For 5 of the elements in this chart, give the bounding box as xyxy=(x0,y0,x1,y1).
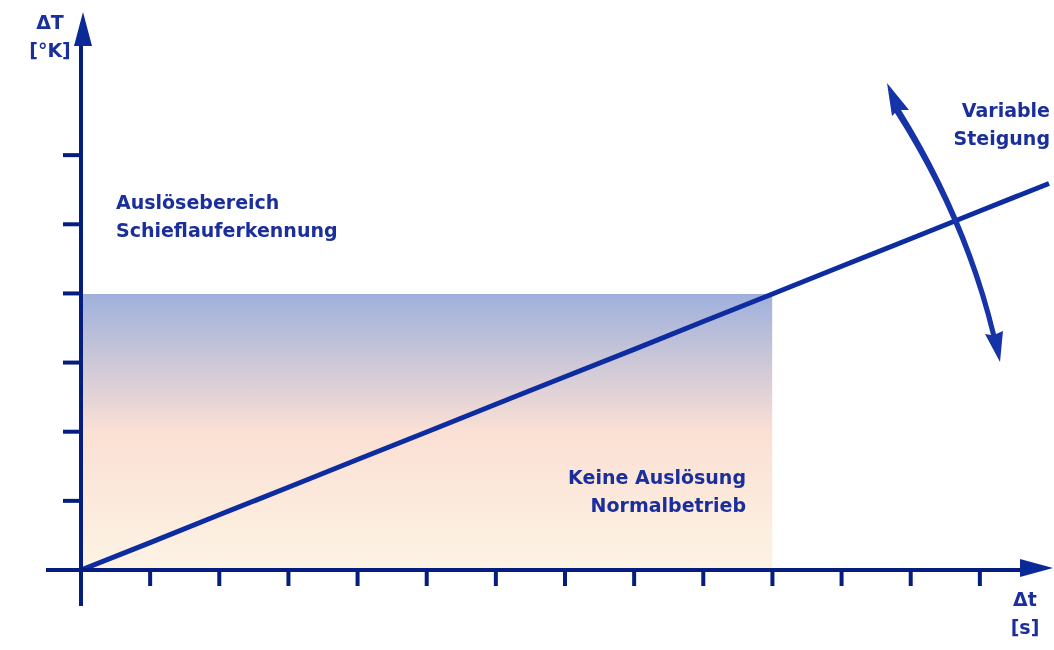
annotation: Auslösebereich Schieflauferkennung xyxy=(116,190,338,243)
text: Variable Steigung xyxy=(953,98,1050,151)
annotation: Keine Auslösung Normalbetrieb xyxy=(568,465,746,518)
x-axis-title: Δt [s] xyxy=(1009,587,1041,640)
text: ΔT [°K] xyxy=(28,10,72,63)
